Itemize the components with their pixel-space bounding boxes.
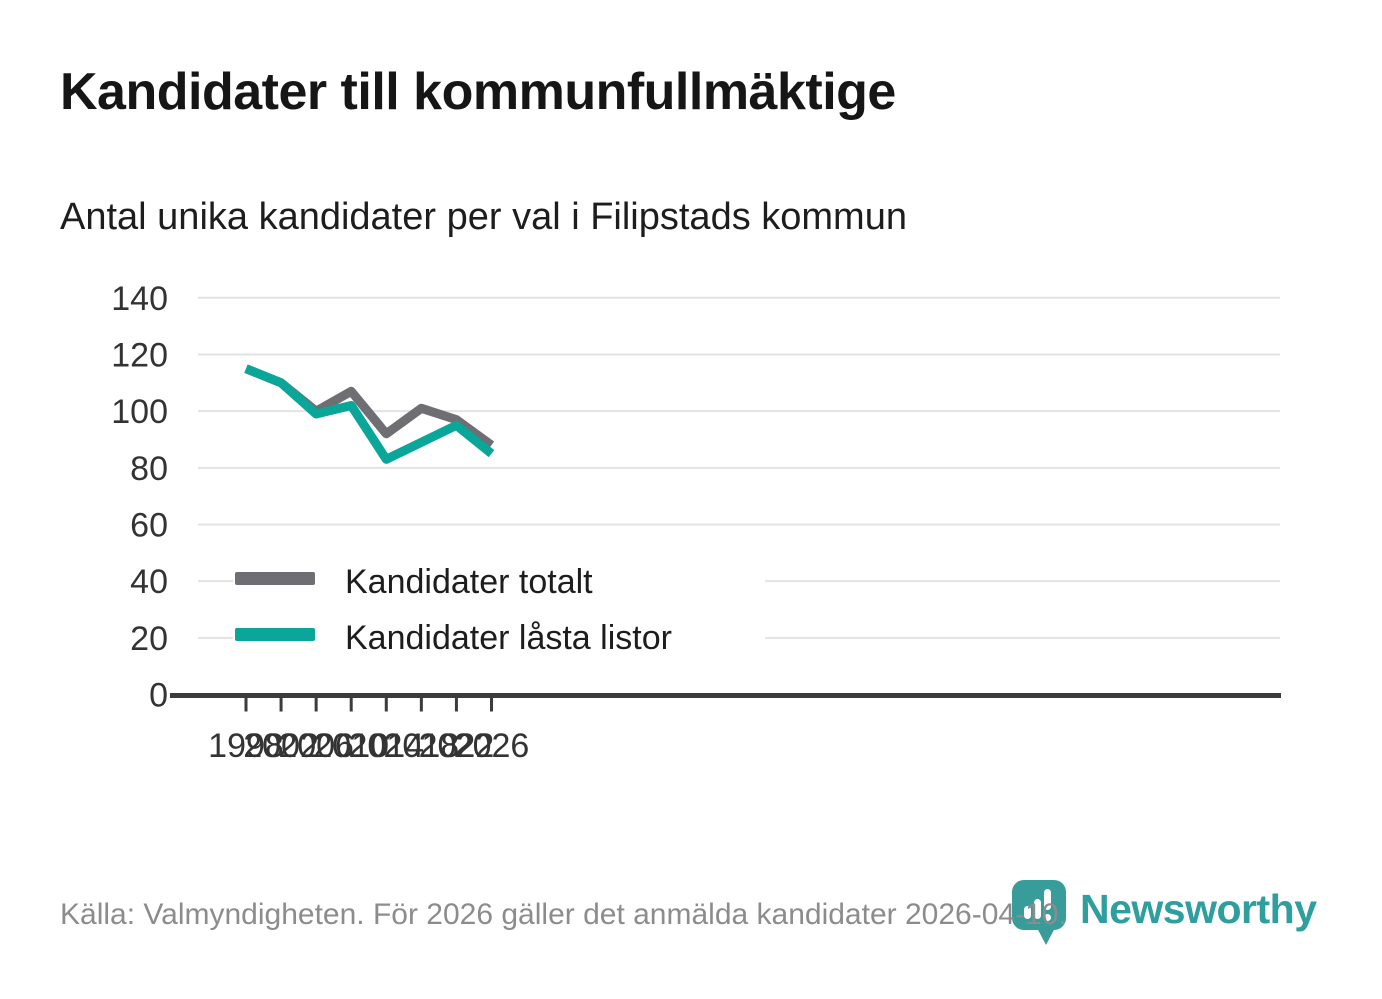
newsworthy-logo: Newsworthy — [1010, 878, 1317, 946]
newsworthy-wordmark: Newsworthy — [1080, 886, 1317, 932]
x-axis-tick-label: 2022 — [419, 727, 495, 765]
y-axis-tick-label: 100 — [111, 393, 168, 431]
y-axis-tick-label: 120 — [111, 336, 168, 374]
y-axis-tick-label: 0 — [149, 677, 168, 715]
y-axis-tick-label: 60 — [130, 506, 168, 544]
chart-title: Kandidater till kommunfullmäktige — [60, 63, 896, 121]
legend-swatch-locked-lists — [235, 628, 315, 641]
x-axis-tick-label: 2018 — [384, 727, 460, 765]
y-axis-tick-label: 20 — [130, 620, 168, 658]
series-line-locked-lists — [244, 364, 495, 464]
y-axis-tick-label: 140 — [111, 280, 168, 318]
x-axis-tick-label: 1998 — [208, 727, 284, 765]
source-note: Källa: Valmyndigheten. För 2026 gäller d… — [60, 898, 1067, 931]
x-axis-tick-label: 2006 — [278, 727, 354, 765]
x-axis-tick-label: 2026 — [454, 727, 530, 765]
x-axis-tick-label: 2014 — [348, 727, 424, 765]
newsworthy-speech-bubble-barchart-icon — [1012, 880, 1066, 945]
x-axis-tick-label: 2002 — [243, 727, 319, 765]
y-axis-tick-label: 80 — [130, 450, 168, 488]
x-axis-tick-label: 2010 — [313, 727, 389, 765]
chart-subtitle: Antal unika kandidater per val i Filipst… — [60, 196, 907, 238]
legend-label-total: Kandidater totalt — [345, 563, 593, 601]
legend-background — [233, 550, 765, 664]
legend-label-locked-lists: Kandidater låsta listor — [345, 619, 672, 657]
y-axis-tick-label: 40 — [130, 563, 168, 601]
legend-swatch-total — [235, 572, 315, 585]
